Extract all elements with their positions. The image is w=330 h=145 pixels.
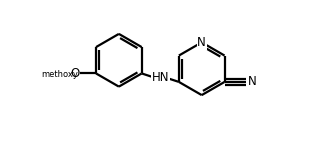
Text: methoxy: methoxy [41, 69, 78, 78]
Text: N: N [248, 75, 256, 88]
Text: O: O [71, 67, 80, 80]
Text: N: N [197, 36, 206, 49]
Text: HN: HN [151, 71, 169, 84]
